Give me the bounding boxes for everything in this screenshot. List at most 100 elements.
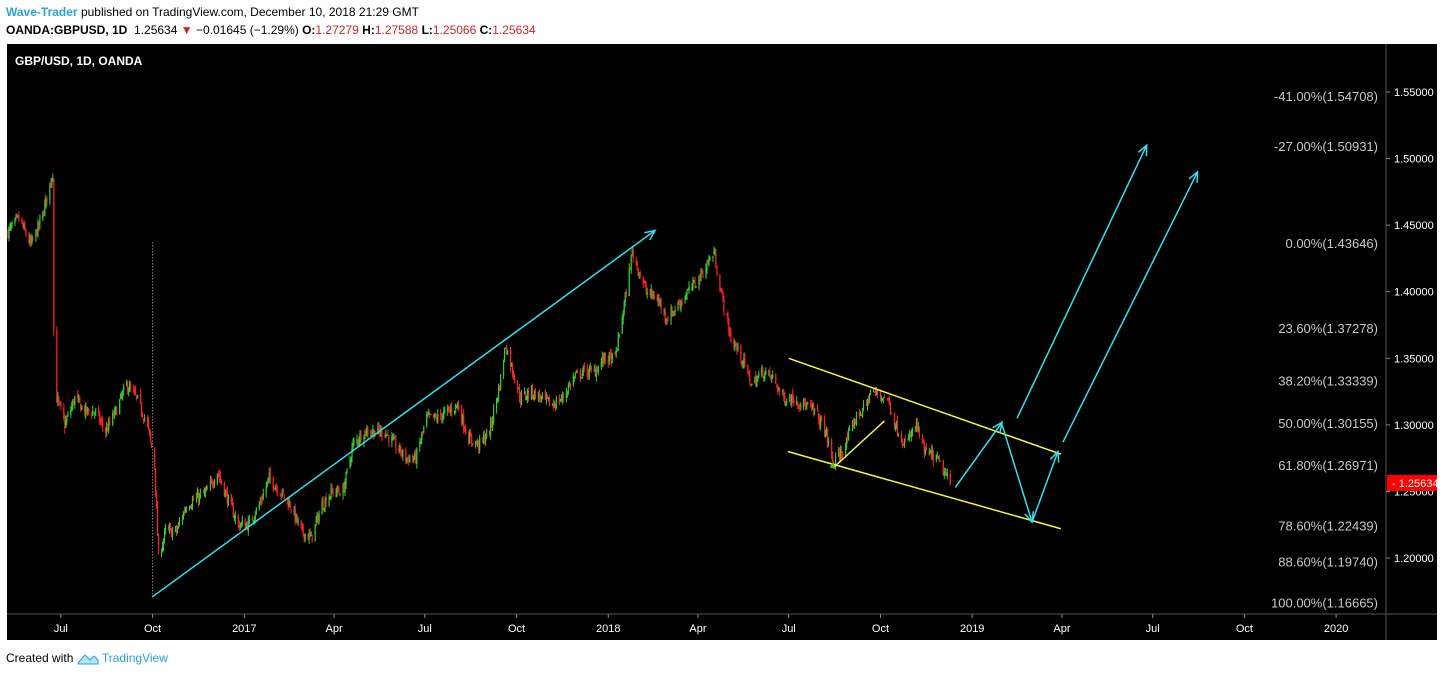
candle-body <box>688 285 690 291</box>
symbol-label: OANDA:GBPUSD, 1D <box>6 23 128 37</box>
candle-body <box>409 457 411 463</box>
candle-body <box>924 448 926 454</box>
candle-body <box>281 489 283 496</box>
candle-body <box>855 411 858 424</box>
candle-body <box>169 527 172 529</box>
candle-body <box>53 179 55 332</box>
price-chart[interactable]: 1.55000 1.50000 1.45000 1.40000 1.35000 1.300… <box>0 42 1444 642</box>
candle-body <box>754 377 756 383</box>
candle-body <box>81 406 83 410</box>
candle-body <box>384 435 386 437</box>
candle-body <box>408 456 410 463</box>
candle-body <box>757 376 759 379</box>
candle-body <box>673 311 675 313</box>
price-change: −0.01645 (−1.29%) <box>195 23 299 37</box>
candle-body <box>512 373 515 377</box>
candle-body <box>615 350 617 354</box>
candle-body <box>946 472 948 477</box>
candle-body <box>713 251 715 255</box>
price-pane[interactable] <box>7 143 1199 598</box>
candle-body <box>901 441 904 445</box>
candle-body <box>792 393 794 402</box>
candle-body <box>38 221 40 227</box>
candle-body <box>629 268 631 270</box>
candle-body <box>448 407 450 409</box>
candle-body <box>74 396 76 405</box>
candle-body <box>858 412 861 416</box>
candle-body <box>775 374 777 384</box>
candle-body <box>943 471 945 476</box>
trend-line <box>788 357 1062 455</box>
candle-body <box>817 407 819 412</box>
candle-body <box>360 432 362 442</box>
candle-body <box>252 520 254 522</box>
author-link[interactable]: Wave-Trader <box>6 5 78 19</box>
candle-body <box>156 505 159 536</box>
candle-body <box>433 413 435 418</box>
candle-body <box>472 442 474 446</box>
candle-body <box>744 356 746 367</box>
candle-body <box>489 421 492 435</box>
candle-body <box>828 440 830 442</box>
candle-body <box>274 486 276 490</box>
arrow-head <box>644 229 657 241</box>
candle-body <box>428 413 430 415</box>
candle-body <box>519 397 522 403</box>
candle-body <box>851 421 854 428</box>
candle-body <box>185 508 188 511</box>
candle-body <box>520 393 523 402</box>
trend-line <box>833 420 885 469</box>
candle-body <box>911 428 913 434</box>
candle-body <box>391 436 393 443</box>
candle-body <box>681 301 683 303</box>
candle-body <box>407 457 409 459</box>
candle-body <box>77 394 79 399</box>
candle-body <box>611 352 613 363</box>
candle-body <box>31 237 33 244</box>
candle-body <box>484 434 486 443</box>
candle-body <box>56 330 58 403</box>
candle-body <box>87 407 89 411</box>
candle-body <box>678 303 680 305</box>
fib-level-label: 23.60%(1.37278) <box>1278 321 1378 336</box>
candle-body <box>351 447 353 458</box>
candle-body <box>260 499 262 502</box>
candle-body <box>318 513 320 522</box>
low-label: L: <box>421 23 433 37</box>
candle-body <box>818 413 820 419</box>
candle-body <box>469 433 471 444</box>
candle-body <box>324 498 326 508</box>
chart-background <box>7 44 1437 640</box>
candle-body <box>587 374 589 376</box>
candle-body <box>685 296 687 298</box>
tradingview-link[interactable]: TradingView <box>101 651 168 665</box>
candle-body <box>859 414 862 416</box>
candle-body <box>28 235 30 243</box>
candle-body <box>178 522 181 524</box>
candle-body <box>937 456 939 458</box>
candle-body <box>296 514 298 523</box>
candle-body <box>506 350 509 355</box>
candle-body <box>771 375 773 379</box>
candle-body <box>527 392 530 397</box>
x-tick-label: Jul <box>418 623 432 635</box>
candle-body <box>854 420 857 422</box>
publish-info: Wave-Trader published on TradingView.com… <box>6 5 419 19</box>
candle-body <box>693 280 695 282</box>
candle-body <box>71 405 73 410</box>
candle-body <box>202 491 205 494</box>
candle-body <box>344 482 346 493</box>
candle-body <box>594 369 596 376</box>
candle-body <box>79 396 81 403</box>
candle-body <box>840 450 843 455</box>
candle-body <box>307 534 309 540</box>
candle-body <box>101 420 103 422</box>
candle-body <box>679 302 681 307</box>
candle-body <box>561 394 563 400</box>
ohlc-info: OANDA:GBPUSD, 1D 1.25634 ▼ −0.01645 (−1.… <box>6 23 536 37</box>
candle-body <box>14 218 16 224</box>
x-tick-label: 2017 <box>232 623 256 635</box>
candle-body <box>483 435 485 440</box>
candle-body <box>189 506 192 508</box>
candle-body <box>735 343 737 346</box>
